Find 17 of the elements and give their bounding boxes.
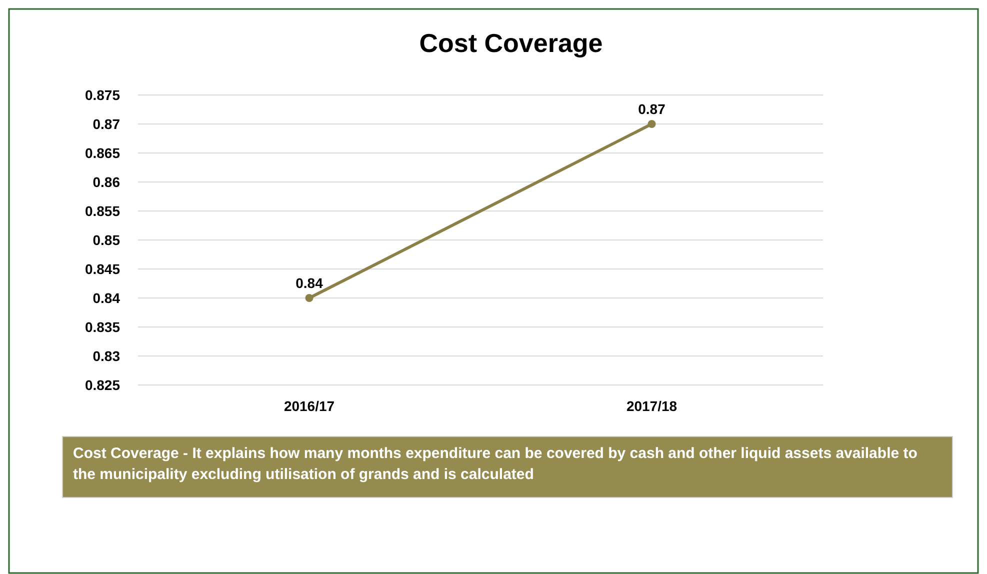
text: Cost Coverage - It explains how many months expenditure can be covered by cash and other liquid assets available to the municipality excluding utilisation of grands and is calculated xyxy=(62,436,953,498)
y-tick-label: 0.87 xyxy=(92,116,120,132)
y-tick-label: 0.845 xyxy=(84,261,120,277)
y-tick-label: 0.86 xyxy=(92,174,120,190)
y-tick-label: 0.865 xyxy=(84,145,120,161)
y-tick-label: 0.825 xyxy=(84,377,120,393)
y-tick-label: 0.84 xyxy=(92,290,120,306)
data-label: 0.87 xyxy=(638,101,666,117)
chart-title: Cost Coverage xyxy=(419,28,603,58)
y-tick-label: 0.85 xyxy=(92,232,120,248)
y-tick-label: 0.855 xyxy=(84,203,120,219)
x-tick-label: 2016/17 xyxy=(284,398,335,414)
y-tick-label: 0.875 xyxy=(84,87,120,103)
y-tick-label: 0.835 xyxy=(84,319,120,335)
x-tick-label: 2017/18 xyxy=(626,398,678,414)
y-tick-label: 0.83 xyxy=(92,348,120,364)
data-label: 0.84 xyxy=(296,275,324,291)
